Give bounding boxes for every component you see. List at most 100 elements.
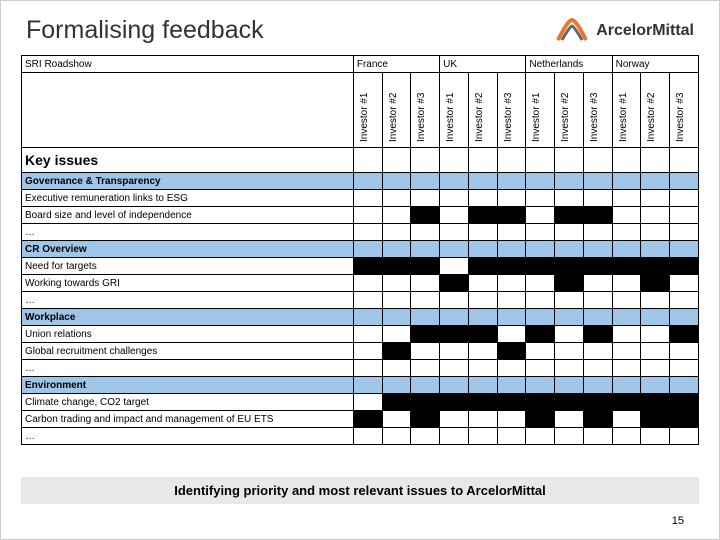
investor-label: Investor #1: [529, 75, 544, 145]
mark-empty: [411, 190, 440, 207]
section-header-cell: [440, 309, 469, 326]
mark-empty: [353, 292, 382, 309]
issue-row-label: Working towards GRI: [22, 275, 354, 292]
investor-header-cell: Investor #2: [555, 73, 584, 148]
mark-filled: [612, 394, 641, 411]
investor-header-cell: Investor #3: [411, 73, 440, 148]
investor-header-cell: Investor #1: [526, 73, 555, 148]
mark-empty: [411, 224, 440, 241]
mark-filled: [468, 326, 497, 343]
mark-empty: [641, 190, 670, 207]
mark-filled: [670, 411, 699, 428]
mark-filled: [411, 258, 440, 275]
mark-empty: [468, 224, 497, 241]
issue-row-label: Executive remuneration links to ESG: [22, 190, 354, 207]
mark-empty: [353, 190, 382, 207]
mark-empty: [353, 394, 382, 411]
mark-filled: [612, 258, 641, 275]
section-header: CR Overview: [22, 241, 354, 258]
mark-empty: [353, 326, 382, 343]
empty-cell: [641, 148, 670, 173]
page-number: 15: [672, 515, 684, 527]
mark-empty: [670, 224, 699, 241]
mark-empty: [468, 411, 497, 428]
section-header-cell: [555, 377, 584, 394]
mark-empty: [353, 207, 382, 224]
issues-matrix-table: SRI RoadshowFranceUKNetherlandsNorwayInv…: [21, 55, 699, 445]
mark-empty: [670, 207, 699, 224]
mark-filled: [468, 207, 497, 224]
mark-empty: [612, 428, 641, 445]
mark-filled: [353, 258, 382, 275]
mark-empty: [641, 326, 670, 343]
issue-row-label: Need for targets: [22, 258, 354, 275]
section-header-cell: [353, 309, 382, 326]
mark-empty: [526, 292, 555, 309]
mark-filled: [497, 258, 526, 275]
mark-filled: [497, 394, 526, 411]
mark-filled: [670, 258, 699, 275]
mark-empty: [497, 292, 526, 309]
section-header-cell: [526, 173, 555, 190]
section-header-cell: [353, 173, 382, 190]
investor-label: Investor #3: [414, 75, 429, 145]
section-header-cell: [641, 377, 670, 394]
mark-empty: [526, 207, 555, 224]
mark-filled: [411, 411, 440, 428]
mark-filled: [411, 207, 440, 224]
section-header-cell: [670, 377, 699, 394]
investor-header-cell: Investor #1: [353, 73, 382, 148]
mark-empty: [468, 190, 497, 207]
section-header-cell: [583, 309, 612, 326]
footer-caption: Identifying priority and most relevant i…: [21, 477, 699, 504]
mark-filled: [583, 326, 612, 343]
section-header-cell: [382, 241, 411, 258]
section-header-cell: [555, 173, 584, 190]
empty-cell: [353, 148, 382, 173]
section-header-cell: [468, 377, 497, 394]
issue-row-label: …: [22, 360, 354, 377]
empty-cell: [670, 148, 699, 173]
mark-empty: [468, 292, 497, 309]
mark-empty: [583, 224, 612, 241]
mark-empty: [555, 190, 584, 207]
mark-filled: [641, 411, 670, 428]
mark-empty: [440, 292, 469, 309]
mark-empty: [612, 411, 641, 428]
mark-filled: [555, 207, 584, 224]
section-header-cell: [583, 377, 612, 394]
mark-empty: [612, 360, 641, 377]
empty-cell: [612, 148, 641, 173]
section-header-cell: [612, 309, 641, 326]
section-header-cell: [497, 377, 526, 394]
mark-filled: [468, 394, 497, 411]
mark-empty: [612, 343, 641, 360]
section-header-cell: [555, 241, 584, 258]
mark-filled: [497, 343, 526, 360]
empty-cell: [526, 148, 555, 173]
mark-empty: [555, 326, 584, 343]
empty-cell: [382, 148, 411, 173]
mark-empty: [555, 224, 584, 241]
investor-header-cell: Investor #1: [612, 73, 641, 148]
mark-empty: [353, 275, 382, 292]
country-header: UK: [440, 56, 526, 73]
empty-cell: [440, 148, 469, 173]
section-header-cell: [555, 309, 584, 326]
mark-empty: [468, 343, 497, 360]
investor-label: Investor #3: [673, 75, 688, 145]
mark-empty: [497, 360, 526, 377]
investor-label: Investor #2: [472, 75, 487, 145]
mark-empty: [353, 224, 382, 241]
mark-empty: [612, 275, 641, 292]
mark-empty: [641, 343, 670, 360]
mark-filled: [497, 207, 526, 224]
investor-label: Investor #1: [616, 75, 631, 145]
mark-filled: [641, 394, 670, 411]
mark-filled: [555, 258, 584, 275]
mark-filled: [641, 275, 670, 292]
issue-row-label: Union relations: [22, 326, 354, 343]
investor-label: Investor #2: [386, 75, 401, 145]
mark-empty: [583, 292, 612, 309]
mark-filled: [440, 326, 469, 343]
